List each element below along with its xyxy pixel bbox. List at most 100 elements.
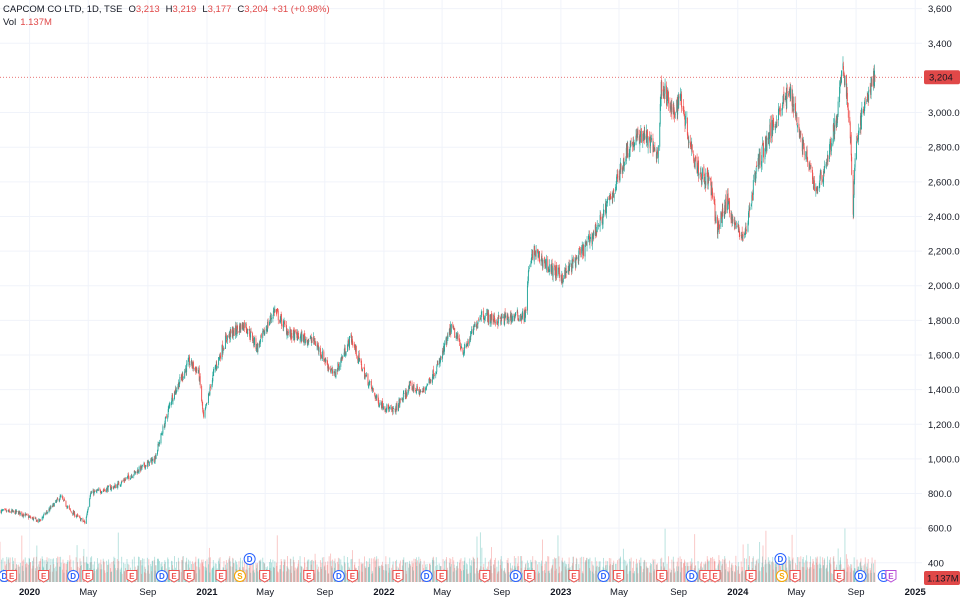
volume-bar	[320, 568, 322, 582]
candle-body	[401, 399, 403, 401]
candle-body	[306, 340, 308, 345]
price-tick-label: 1,000.0	[928, 454, 960, 465]
event-e-marker[interactable]: E	[436, 570, 448, 583]
event-d-marker[interactable]: D	[854, 570, 867, 582]
event-d-marker[interactable]: D	[67, 570, 80, 582]
event-e-marker[interactable]: E	[183, 570, 195, 583]
candle-body	[313, 336, 315, 341]
event-s-marker[interactable]: S	[775, 570, 788, 582]
candle-body	[116, 485, 118, 488]
candle-body	[246, 329, 248, 334]
volume-bar	[359, 570, 361, 582]
candle-body	[90, 492, 92, 496]
volume-bar	[331, 566, 333, 582]
candle-body	[545, 258, 547, 270]
volume-bar	[637, 563, 638, 582]
event-d-marker[interactable]: D	[155, 570, 168, 582]
event-e-marker[interactable]: E	[392, 570, 404, 583]
event-d-marker[interactable]: D	[509, 570, 522, 582]
candle-body	[421, 391, 423, 392]
volume-bar	[558, 556, 560, 582]
event-e-marker[interactable]: E	[789, 570, 801, 583]
volume-bar	[776, 562, 778, 582]
candle-body	[47, 512, 48, 513]
candle-body	[107, 486, 109, 492]
candle-body	[309, 337, 311, 340]
volume-bar	[490, 565, 492, 582]
event-d-marker[interactable]: D	[774, 553, 787, 565]
candle-body	[622, 169, 624, 174]
candle-body	[15, 510, 17, 513]
volume-bar	[408, 563, 410, 582]
candle-body	[411, 382, 413, 391]
candle-body	[792, 96, 794, 107]
candle-body	[503, 316, 505, 318]
event-d-marker[interactable]: D	[332, 570, 345, 582]
volume-bar	[774, 563, 776, 582]
event-d-marker[interactable]: D	[597, 570, 610, 582]
candle-body	[121, 480, 123, 483]
volume-bar	[370, 558, 372, 582]
candle-body	[806, 151, 808, 155]
volume-bar	[69, 555, 71, 582]
candle-body	[716, 216, 718, 235]
event-e-marker[interactable]: E	[745, 570, 757, 583]
volume-bar	[142, 558, 143, 582]
candle-body	[289, 330, 291, 338]
event-e-marker[interactable]: E	[82, 570, 94, 583]
event-d-marker[interactable]: D	[243, 553, 256, 565]
price-axis[interactable]: 400600.0800.01,000.01,200.01,400.01,600.…	[928, 4, 960, 569]
candle-body	[793, 109, 794, 111]
event-e-marker[interactable]: E	[568, 570, 580, 583]
candle-body	[259, 343, 261, 345]
event-e-marker[interactable]: E	[168, 570, 180, 583]
event-e-marker[interactable]: E	[38, 570, 50, 583]
event-e-marker[interactable]: E	[346, 570, 358, 583]
candle-body	[357, 359, 359, 362]
candle-body	[401, 398, 403, 401]
event-d-marker[interactable]: D	[420, 570, 433, 582]
candle-body	[391, 407, 393, 410]
time-axis[interactable]: 2020 May Sep 2021 May Sep 2022 May Sep 2023 May Sep…	[19, 587, 926, 598]
volume-bar	[111, 571, 112, 582]
volume-bar	[140, 559, 142, 582]
candle-body	[97, 489, 99, 491]
event-e-marker[interactable]: E	[6, 570, 18, 583]
symbol-title[interactable]: CAPCOM CO LTD, 1D, TSE	[3, 4, 123, 15]
event-e-marker[interactable]: E	[699, 570, 711, 583]
event-markers[interactable]: D E E D E E D E E E SDE E D E E D E E D E E D E E D E E EDS E E D D E	[0, 553, 897, 583]
event-e-marker[interactable]: E	[656, 570, 668, 583]
volume-label[interactable]: Vol	[3, 17, 17, 28]
candle-body	[46, 511, 48, 513]
event-e-marker[interactable]: E	[126, 570, 138, 583]
event-e-marker[interactable]: E	[303, 570, 315, 583]
volume-bar	[874, 559, 876, 582]
volume-bar	[541, 560, 542, 582]
candle-body	[342, 356, 344, 359]
event-e-marker[interactable]: E	[215, 570, 227, 583]
candle-body	[818, 185, 820, 187]
candle-body	[137, 469, 139, 474]
event-e-marker[interactable]: E	[479, 570, 491, 583]
candle-body	[100, 492, 102, 493]
volume-bar	[737, 570, 739, 582]
event-e-marker[interactable]: E	[613, 570, 625, 583]
volume-bar	[637, 573, 639, 582]
event-e-marker[interactable]: E	[523, 570, 535, 583]
candle-body	[863, 106, 865, 114]
event-s-marker[interactable]: S	[233, 570, 246, 582]
volume-bar	[507, 562, 508, 582]
event-e-marker[interactable]: E	[259, 570, 271, 583]
volume-bar	[547, 570, 549, 582]
candle-body	[491, 313, 492, 316]
event-e-marker[interactable]: E	[709, 570, 721, 583]
event-e-marker[interactable]: E	[885, 570, 897, 583]
candle-body	[388, 407, 390, 412]
event-e-marker[interactable]: E	[833, 570, 845, 583]
volume-bar	[501, 568, 503, 582]
candle-body	[370, 381, 372, 388]
event-marker-label: D	[778, 555, 784, 564]
event-d-marker[interactable]: D	[685, 570, 698, 582]
volume-bar	[520, 556, 522, 582]
